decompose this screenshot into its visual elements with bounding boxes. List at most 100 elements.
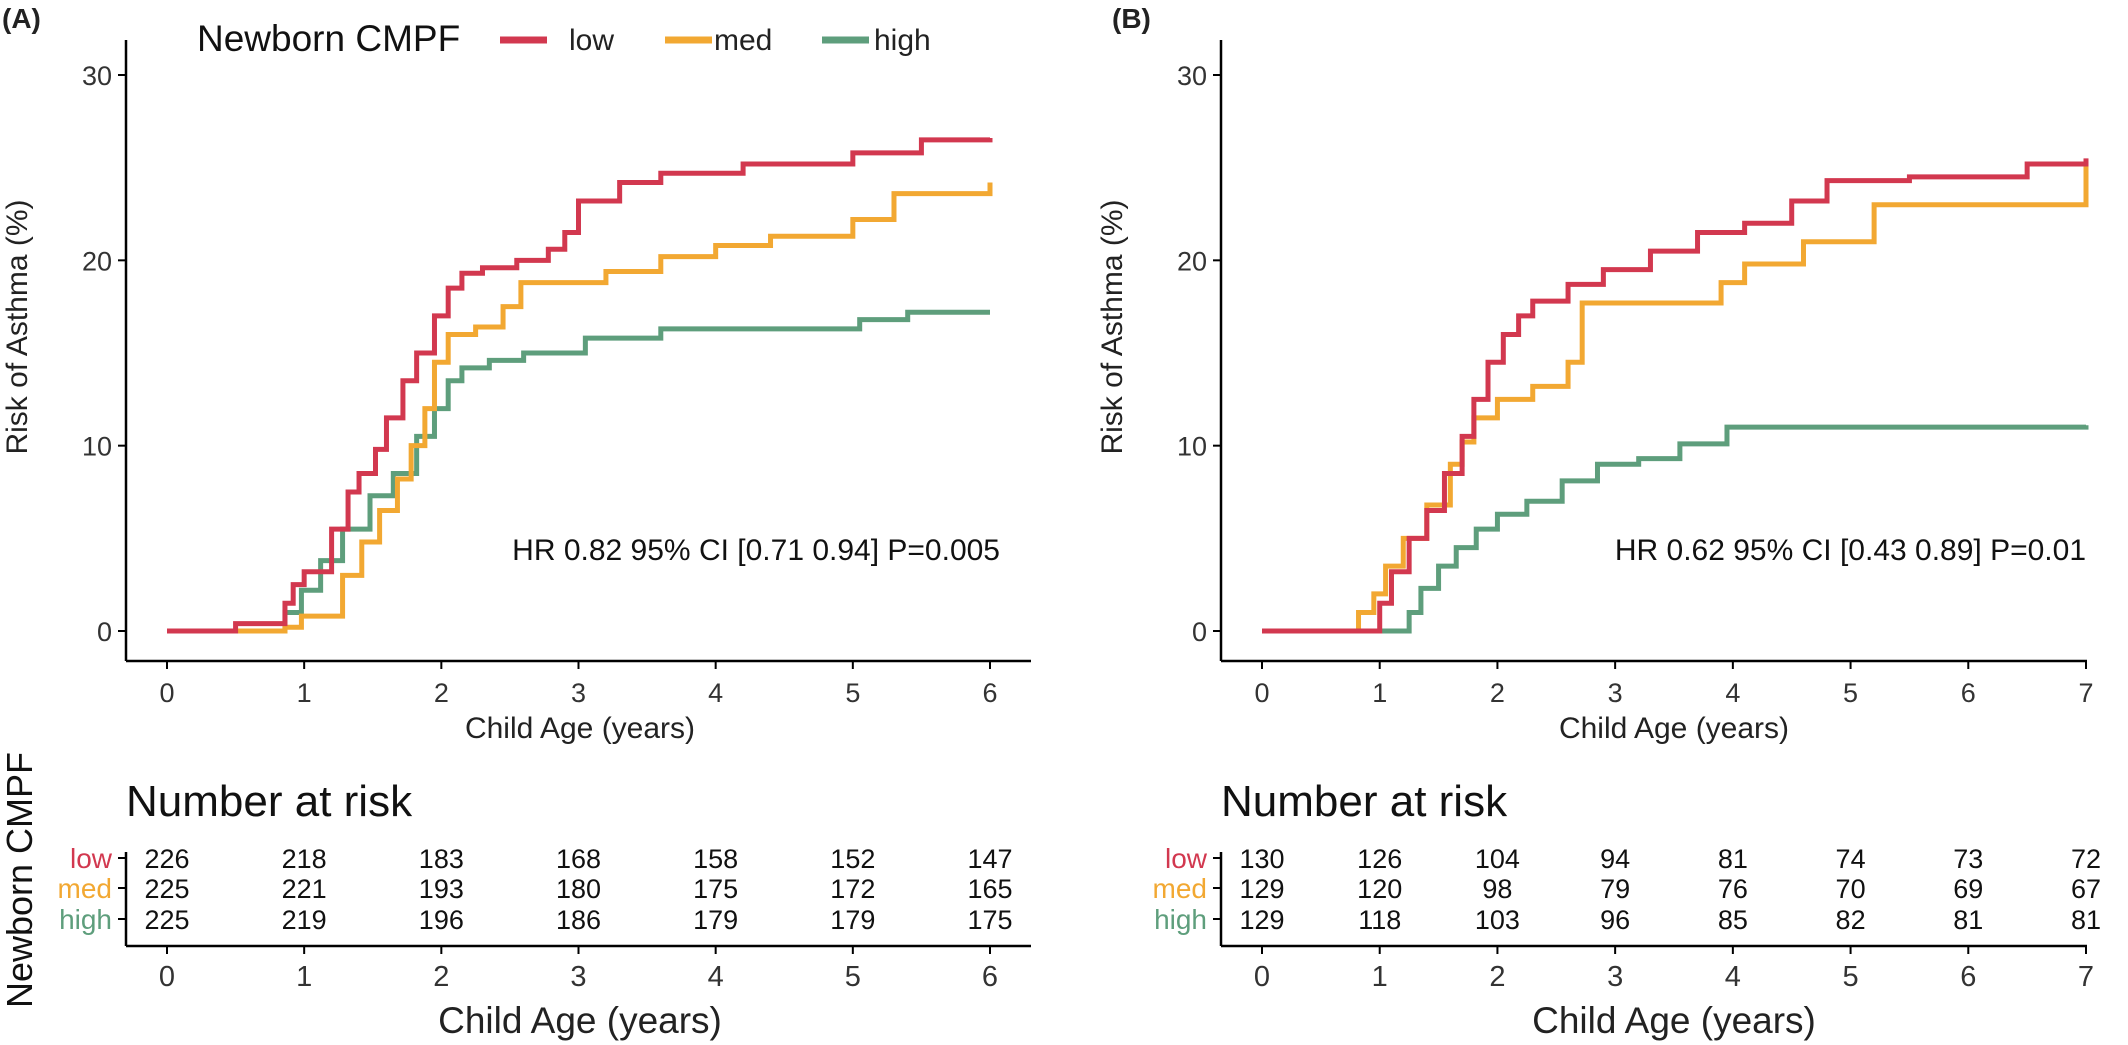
risk-count: 180	[556, 874, 601, 904]
risk-count: 85	[1718, 905, 1748, 935]
y-tick-label: 20	[82, 246, 112, 276]
risk-count: 82	[1836, 905, 1866, 935]
risk-x-tick-label: 0	[159, 961, 175, 993]
curve-med-a	[167, 182, 993, 634]
risk-count: 120	[1357, 874, 1402, 904]
x-tick-label: 0	[1254, 678, 1269, 708]
risk-count: 225	[144, 874, 189, 904]
risk-row-label-low: low	[1165, 843, 1208, 874]
y-tick-label: 30	[1177, 61, 1207, 91]
x-tick-label: 6	[1961, 678, 1976, 708]
risk-x-tick-label: 2	[433, 961, 449, 993]
chart-a-ylabel: Risk of Asthma (%)	[1, 199, 34, 454]
risk-row-label-high: high	[1154, 904, 1207, 935]
x-tick-label: 6	[982, 678, 997, 708]
risk-x-tick-label: 7	[2078, 961, 2094, 993]
panel-a-label: (A)	[2, 3, 41, 34]
risk-x-tick-label: 4	[708, 961, 724, 993]
chart-b-annotation: HR 0.62 95% CI [0.43 0.89] P=0.01	[1615, 534, 2086, 567]
x-tick-label: 2	[434, 678, 449, 708]
risk-count: 175	[693, 874, 738, 904]
risk-count: 186	[556, 905, 601, 935]
curve-med-b	[1262, 162, 2089, 634]
y-tick-label: 10	[1177, 432, 1207, 462]
risk-table-b-xlabel: Child Age (years)	[1532, 1000, 1816, 1041]
risk-row-label-high: high	[59, 904, 112, 935]
risk-x-tick-label: 5	[1843, 961, 1859, 993]
risk-count: 72	[2071, 844, 2101, 874]
x-tick-label: 2	[1490, 678, 1505, 708]
risk-table-b-title: Number at risk	[1221, 777, 1508, 826]
risk-count: 81	[1718, 844, 1748, 874]
risk-count: 98	[1482, 874, 1512, 904]
x-tick-label: 1	[1372, 678, 1387, 708]
chart-b-xlabel: Child Age (years)	[1559, 712, 1789, 745]
curve-low-a	[167, 137, 993, 634]
risk-x-tick-label: 4	[1725, 961, 1741, 993]
risk-count: 118	[1358, 905, 1401, 935]
risk-table-b: Number at risk Child Age (years) low 1 3 0 1…	[1153, 777, 2101, 1041]
risk-table-a-title: Number at risk	[126, 777, 413, 826]
risk-row-label-low: low	[70, 843, 113, 874]
x-tick-label: 4	[1725, 678, 1740, 708]
risk-row-axis-label: Newborn CMPF	[0, 752, 40, 1008]
x-tick-label: 5	[845, 678, 860, 708]
risk-count: 81	[1953, 905, 1983, 935]
risk-x-tick-label: 3	[570, 961, 586, 993]
risk-count: 183	[419, 844, 464, 874]
y-tick-label: 0	[97, 617, 112, 647]
risk-count: 126	[1357, 844, 1402, 874]
risk-count: 67	[2071, 874, 2101, 904]
risk-table-a-xlabel: Child Age (years)	[438, 1000, 722, 1041]
risk-count: 76	[1718, 874, 1748, 904]
legend-label-med: med	[714, 24, 772, 57]
x-tick-label: 1	[297, 678, 312, 708]
risk-count: 104	[1475, 844, 1520, 874]
risk-count: 226	[144, 844, 189, 874]
risk-count: 73	[1953, 844, 1983, 874]
risk-row-label-med: med	[58, 873, 112, 904]
risk-x-tick-label: 1	[1372, 961, 1388, 993]
legend-label-low: low	[569, 24, 614, 57]
chart-a-xlabel: Child Age (years)	[465, 712, 695, 745]
risk-count: 172	[830, 874, 875, 904]
chart-b: Risk of Asthma (%) Child Age (years) HR …	[1096, 40, 2094, 745]
risk-count: 81	[2071, 905, 2101, 935]
x-tick-label: 0	[159, 678, 174, 708]
risk-count: 168	[556, 844, 601, 874]
curve-high-a	[167, 309, 990, 634]
x-tick-label: 3	[571, 678, 586, 708]
y-tick-label: 10	[82, 432, 112, 462]
risk-row-label-med: med	[1153, 873, 1207, 904]
risk-count: 74	[1836, 844, 1866, 874]
risk-count: 70	[1836, 874, 1866, 904]
risk-count: 152	[830, 844, 875, 874]
risk-count: 179	[693, 905, 738, 935]
risk-count: 196	[419, 905, 464, 935]
risk-x-tick-label: 0	[1254, 961, 1270, 993]
x-tick-label: 7	[2078, 678, 2093, 708]
risk-count: 129	[1239, 905, 1284, 935]
risk-count: 103	[1475, 905, 1520, 935]
risk-count: 219	[282, 905, 327, 935]
risk-count: 175	[967, 905, 1012, 935]
risk-x-tick-label: 1	[296, 961, 312, 993]
risk-count: 96	[1600, 905, 1630, 935]
panel-b-label: (B)	[1112, 3, 1151, 34]
risk-count: 193	[419, 874, 464, 904]
y-tick-label: 30	[82, 61, 112, 91]
legend-title: Newborn CMPF	[197, 18, 460, 59]
curve-low-b	[1262, 158, 2089, 634]
risk-count: 79	[1600, 874, 1630, 904]
risk-x-tick-label: 6	[982, 961, 998, 993]
risk-count: 225	[144, 905, 189, 935]
risk-x-tick-label: 5	[845, 961, 861, 993]
risk-x-tick-label: 3	[1607, 961, 1623, 993]
legend: Newborn CMPF low med high	[197, 18, 931, 59]
risk-count: 221	[282, 874, 327, 904]
y-tick-label: 0	[1192, 617, 1207, 647]
risk-count: 218	[282, 844, 327, 874]
risk-x-tick-label: 6	[1960, 961, 1976, 993]
x-tick-label: 4	[708, 678, 723, 708]
risk-count: 69	[1953, 874, 1983, 904]
